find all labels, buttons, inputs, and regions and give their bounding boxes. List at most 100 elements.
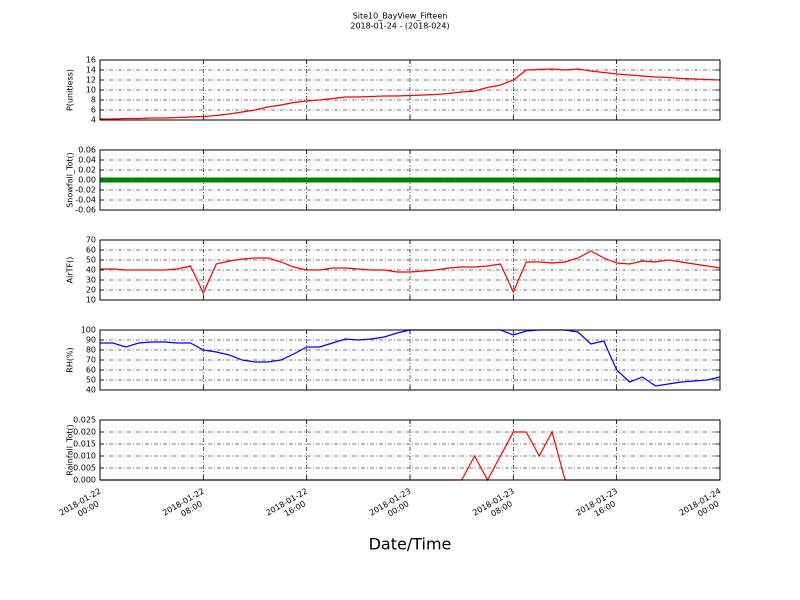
data-point (338, 177, 352, 183)
data-point (416, 177, 430, 183)
data-point (222, 177, 236, 183)
figure-title: Site10_BayView_Fifteen (353, 12, 448, 21)
data-point (106, 177, 120, 183)
y-tick-label: 0.000 (73, 476, 96, 485)
data-point (506, 177, 520, 183)
data-point (519, 177, 533, 183)
y-tick-label: 0.00 (78, 176, 96, 185)
data-point (326, 177, 339, 183)
data-point (610, 177, 624, 183)
y-tick-label: 0.010 (73, 452, 96, 461)
data-point (300, 177, 314, 183)
data-point (364, 177, 378, 183)
y-tick-label: 4 (91, 116, 96, 125)
x-tick-label: 2018-01-24 00:00 (677, 486, 727, 526)
axes-frame (99, 59, 721, 121)
data-point (171, 177, 184, 183)
data-point (403, 177, 417, 183)
plot-area (100, 250, 720, 295)
y-axis-label: Snowfall_Tot() (66, 152, 75, 208)
data-point (442, 177, 456, 183)
y-tick-label: 10 (86, 86, 96, 95)
y-tick-label: -0.06 (75, 206, 96, 215)
y-tick-label: 30 (86, 276, 96, 285)
y-axis-label: RH(%) (66, 347, 75, 372)
figure-subtitle: 2018-01-24 - (2018-024) (350, 22, 449, 31)
data-point (196, 177, 210, 183)
y-tick-label: 60 (86, 366, 96, 375)
data-point (623, 177, 637, 183)
data-point (661, 177, 675, 183)
data-point (274, 177, 288, 183)
y-tick-label: 50 (86, 376, 96, 385)
data-point (493, 177, 507, 183)
data-point (545, 177, 559, 183)
y-tick-label: 0.015 (73, 440, 96, 449)
x-tick-label: 2018-01-22 16:00 (264, 486, 314, 526)
y-tick-label: 0.020 (73, 428, 96, 437)
y-tick-label: 0.005 (73, 464, 96, 473)
y-axis-label: P(unitless) (66, 69, 75, 111)
data-point (584, 177, 598, 183)
y-tick-label: 70 (86, 356, 96, 365)
data-point (455, 177, 469, 183)
y-axis-label: Rainfall_Tot() (66, 424, 75, 476)
data-point (132, 177, 146, 183)
x-tick-label: 2018-01-22 00:00 (57, 486, 107, 526)
data-point (558, 177, 572, 183)
data-point (390, 177, 404, 183)
x-tick-label: 2018-01-22 08:00 (161, 486, 211, 526)
data-point (674, 177, 688, 183)
y-tick-label: 90 (86, 336, 96, 345)
y-tick-label: 0.025 (73, 416, 96, 425)
data-line (100, 68, 720, 120)
data-point (145, 177, 159, 183)
y-tick-label: 0.02 (78, 166, 96, 175)
y-axis-label: AirTF() (66, 257, 75, 284)
data-point (571, 177, 585, 183)
data-point (261, 177, 275, 183)
axes-frame (99, 329, 721, 391)
data-point (687, 177, 701, 183)
y-tick-label: 16 (86, 56, 96, 65)
data-point (648, 177, 662, 183)
axes-frame (99, 419, 721, 481)
data-point (636, 177, 649, 183)
data-point (468, 177, 482, 183)
data-point (481, 177, 494, 183)
plot-area (100, 177, 720, 183)
data-point (377, 177, 391, 183)
y-tick-label: 14 (86, 66, 96, 75)
x-tick-label: 2018-01-23 08:00 (471, 486, 521, 526)
data-point (532, 177, 546, 183)
y-tick-label: 10 (86, 296, 96, 305)
y-tick-label: 50 (86, 256, 96, 265)
axes-frame (99, 239, 721, 301)
y-tick-label: -0.02 (75, 186, 96, 195)
data-point (597, 177, 611, 183)
data-point (700, 177, 714, 183)
data-point (287, 177, 301, 183)
y-tick-label: 100 (81, 326, 96, 335)
y-tick-label: 6 (91, 106, 96, 115)
data-point (313, 177, 327, 183)
data-line (100, 250, 720, 295)
data-point (100, 177, 107, 183)
data-point (235, 177, 249, 183)
data-point (119, 177, 133, 183)
y-tick-label: 12 (86, 76, 96, 85)
x-tick-label: 2018-01-23 16:00 (574, 486, 624, 526)
y-tick-label: 40 (86, 266, 96, 275)
x-axis-label: Date/Time (369, 535, 452, 554)
axes-frame (99, 149, 721, 211)
data-point (429, 177, 443, 183)
data-point (183, 177, 197, 183)
y-tick-label: 8 (91, 96, 96, 105)
data-point (158, 177, 172, 183)
y-tick-label: 20 (86, 286, 96, 295)
y-tick-label: -0.04 (75, 196, 96, 205)
y-tick-label: 60 (86, 246, 96, 255)
data-point (209, 177, 223, 183)
y-tick-label: 0.06 (78, 146, 96, 155)
